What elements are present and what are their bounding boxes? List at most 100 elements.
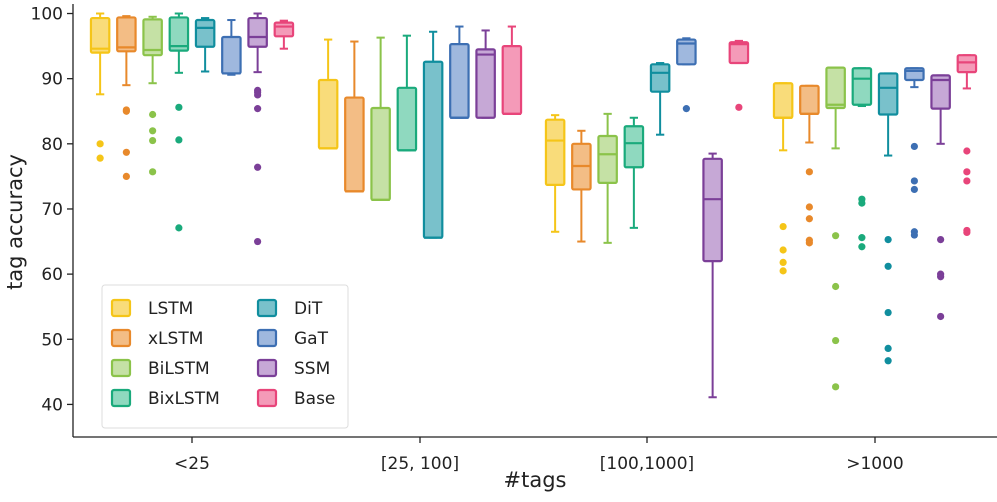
- y-tick-label: 80: [41, 135, 63, 155]
- legend-frame: [101, 284, 349, 429]
- box-ssm: [930, 74, 951, 321]
- x-axis-title: #tags: [504, 468, 567, 492]
- outlier-point: [963, 228, 971, 237]
- box-gat: [904, 67, 925, 239]
- outlier-point: [122, 107, 130, 115]
- outlier-point: [963, 147, 971, 155]
- box-body: [116, 16, 137, 53]
- outlier-point: [175, 103, 183, 111]
- box-lstm: [317, 38, 339, 150]
- box-body: [799, 84, 820, 115]
- box-body: [956, 54, 978, 74]
- y-tick-label: 70: [41, 200, 63, 220]
- outlier-point: [96, 140, 104, 148]
- outlier-point: [832, 232, 840, 240]
- x-axis: <25 [25, 100] [100,1000] >1000: [73, 436, 997, 474]
- box-body: [475, 48, 496, 119]
- outlier-point: [254, 105, 262, 113]
- legend-item-base: Base: [256, 388, 335, 409]
- legend-swatch: [256, 358, 278, 378]
- box-body: [396, 86, 418, 152]
- legend-label: Base: [294, 389, 335, 409]
- legend-label: BiLSTM: [148, 359, 210, 379]
- box-dit: [194, 17, 216, 73]
- box-body: [772, 82, 794, 119]
- legend-swatch: [110, 298, 132, 318]
- outlier-point: [149, 168, 157, 176]
- box-ssm: [475, 29, 496, 119]
- box-bilstm: [370, 36, 391, 201]
- box-xlstm: [116, 15, 137, 180]
- box-body: [702, 157, 723, 263]
- box-body: [877, 72, 899, 116]
- outlier-point: [149, 127, 157, 135]
- box-body: [597, 134, 618, 185]
- outlier-point: [832, 336, 840, 345]
- legend-label: BixLSTM: [148, 389, 220, 409]
- outlier-point: [149, 110, 157, 119]
- box-body: [317, 78, 339, 150]
- y-tick-label: 40: [41, 395, 63, 415]
- outlier-point: [910, 185, 918, 194]
- legend-swatch: [256, 328, 278, 348]
- box-body: [649, 63, 671, 93]
- y-tick-label: 60: [41, 265, 63, 285]
- outlier-point: [96, 154, 104, 162]
- outlier-point: [884, 357, 892, 365]
- outlier-point: [832, 282, 840, 291]
- box-dit: [422, 30, 444, 239]
- box-lstm: [89, 12, 111, 162]
- outlier-point: [149, 136, 157, 145]
- outlier-point: [937, 312, 945, 321]
- x-tick-label: [100,1000]: [600, 454, 694, 474]
- legend-item-ssm: SSM: [256, 358, 330, 379]
- outlier-point: [805, 239, 813, 247]
- box-ssm: [702, 152, 723, 399]
- outlier-point: [254, 91, 262, 99]
- box-bixlstm: [851, 67, 873, 251]
- box-body: [273, 21, 295, 38]
- box-body: [370, 106, 391, 201]
- box-base: [273, 19, 295, 50]
- legend-label: xLSTM: [148, 329, 203, 349]
- outlier-point: [805, 203, 813, 211]
- box-body: [247, 16, 268, 48]
- box-gat: [676, 37, 697, 113]
- legend-label: GaT: [294, 329, 329, 349]
- outlier-point: [175, 224, 183, 232]
- outlier-point: [682, 105, 690, 113]
- outlier-point: [963, 177, 971, 185]
- outlier-point: [779, 267, 787, 275]
- box-body: [930, 74, 951, 110]
- box-base: [728, 39, 750, 111]
- box-lstm: [772, 82, 794, 275]
- y-tick-label: 100: [31, 5, 63, 25]
- legend-swatch: [110, 328, 132, 348]
- outlier-point: [884, 344, 892, 352]
- box-body: [221, 35, 242, 75]
- box-body: [544, 118, 566, 186]
- box-body: [422, 60, 444, 239]
- box-gat: [449, 25, 470, 119]
- box-xlstm: [571, 129, 592, 243]
- legend-item-lstm: LSTM: [110, 298, 193, 319]
- box-bixlstm: [623, 116, 645, 229]
- outlier-point: [779, 258, 787, 266]
- outlier-point: [805, 215, 813, 223]
- outlier-point: [858, 234, 866, 242]
- outlier-point: [735, 103, 743, 111]
- outlier-point: [805, 168, 813, 176]
- outlier-point: [122, 148, 130, 156]
- legend-label: SSM: [294, 359, 330, 379]
- legend-item-xlstm: xLSTM: [110, 328, 203, 349]
- outlier-point: [884, 235, 892, 244]
- outlier-point: [937, 235, 945, 244]
- outlier-point: [254, 163, 262, 171]
- legend-swatch: [110, 358, 132, 378]
- box-body: [344, 96, 365, 193]
- y-axis: 40 50 60 70 80 90 100: [31, 4, 74, 437]
- box-xlstm: [799, 84, 820, 247]
- x-tick-label: <25: [174, 454, 210, 474]
- legend-swatch: [256, 298, 278, 318]
- box-body: [168, 16, 190, 52]
